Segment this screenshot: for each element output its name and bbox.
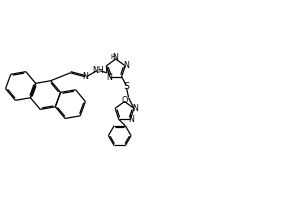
Text: N: N: [132, 104, 138, 113]
Text: NH: NH: [92, 66, 104, 75]
Text: H: H: [111, 54, 116, 60]
Text: N: N: [106, 73, 112, 82]
Text: S: S: [124, 82, 130, 91]
Text: N: N: [124, 61, 129, 70]
Text: O: O: [121, 96, 127, 105]
Text: N: N: [112, 53, 118, 62]
Text: N: N: [129, 115, 135, 124]
Text: N: N: [82, 72, 88, 81]
